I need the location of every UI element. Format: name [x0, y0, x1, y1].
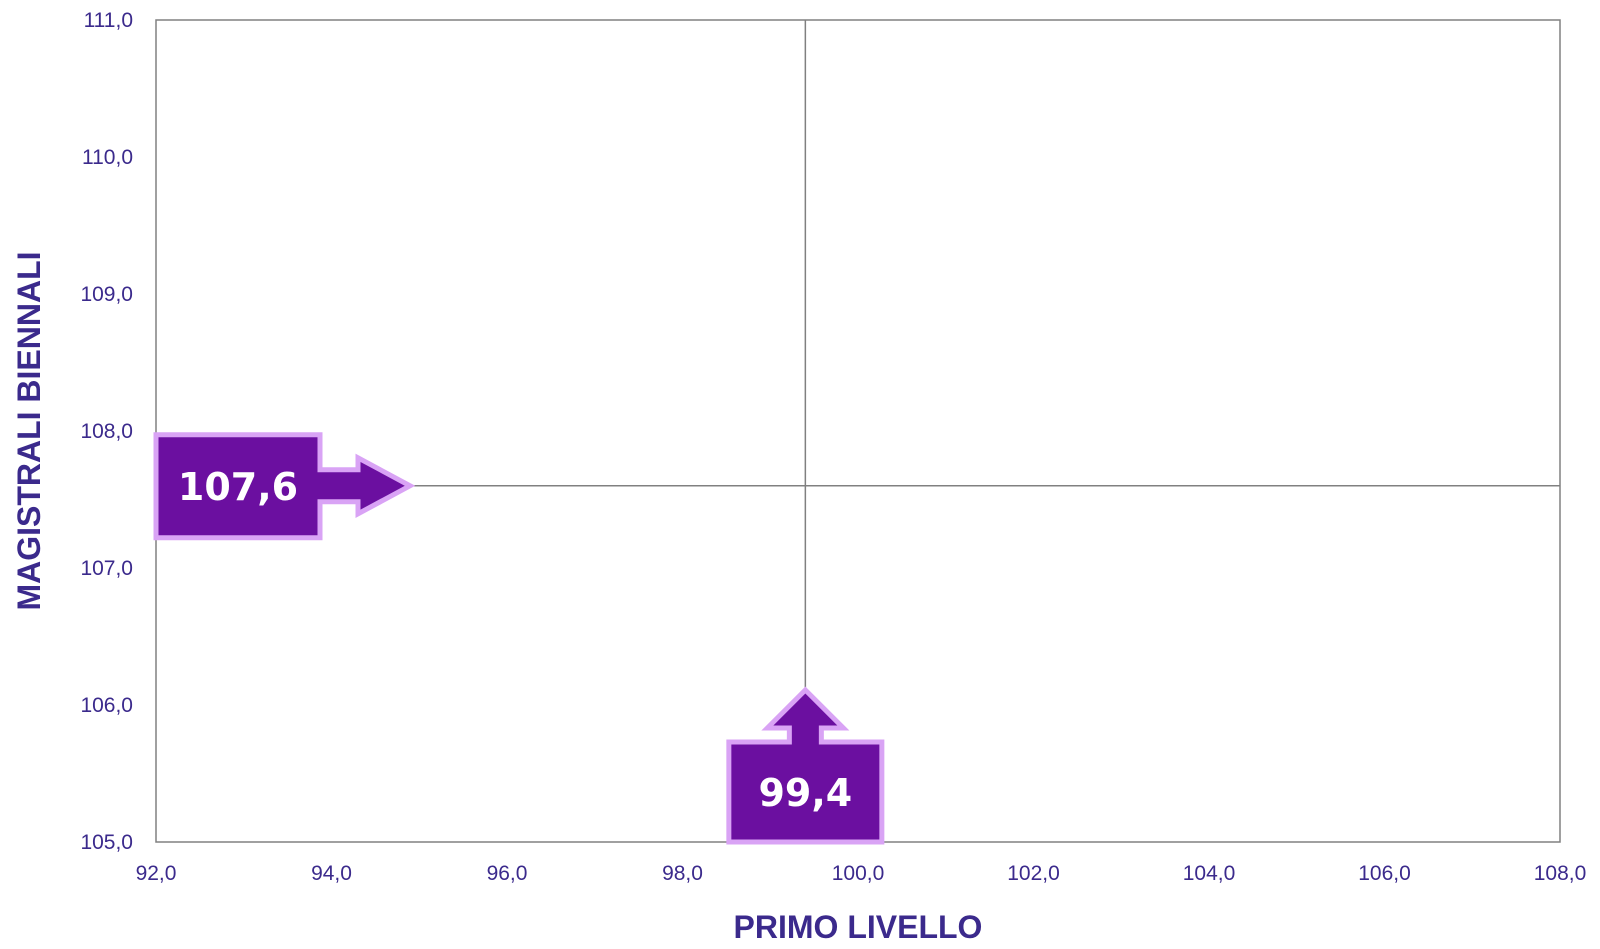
x-tick-label: 94,0	[311, 862, 352, 885]
y-tick-label: 109,0	[80, 283, 133, 306]
callout-arrow-y	[153, 432, 416, 541]
callout-label-x: 99,4	[758, 771, 852, 815]
y-axis-ticks: 105,0 106,0 107,0 108,0 109,0 110,0 111,0	[80, 9, 133, 854]
y-tick-label: 107,0	[80, 557, 133, 580]
x-tick-label: 100,0	[832, 862, 885, 885]
x-tick-label: 98,0	[662, 862, 703, 885]
callout-label-y: 107,6	[178, 465, 298, 509]
x-axis-title: PRIMO LIVELLO	[734, 909, 983, 945]
x-tick-label: 96,0	[487, 862, 528, 885]
y-tick-label: 105,0	[80, 831, 133, 854]
y-tick-label: 108,0	[80, 420, 133, 443]
y-tick-label: 111,0	[84, 9, 133, 32]
callout-arrow-x	[726, 686, 885, 845]
x-tick-label: 104,0	[1183, 862, 1236, 885]
x-axis-ticks: 92,0 94,0 96,0 98,0 100,0 102,0 104,0 106,0 108,…	[136, 862, 1587, 885]
y-tick-label: 106,0	[80, 694, 133, 717]
x-tick-label: 108,0	[1534, 862, 1587, 885]
x-tick-label: 102,0	[1007, 862, 1060, 885]
callouts: 99,4 107,6	[153, 432, 885, 845]
x-tick-label: 106,0	[1358, 862, 1411, 885]
plot-area	[155, 19, 1561, 843]
x-tick-label: 92,0	[136, 862, 177, 885]
y-axis-title: MAGISTRALI BIENNALI	[11, 251, 47, 610]
y-tick-label: 110,0	[82, 146, 133, 169]
